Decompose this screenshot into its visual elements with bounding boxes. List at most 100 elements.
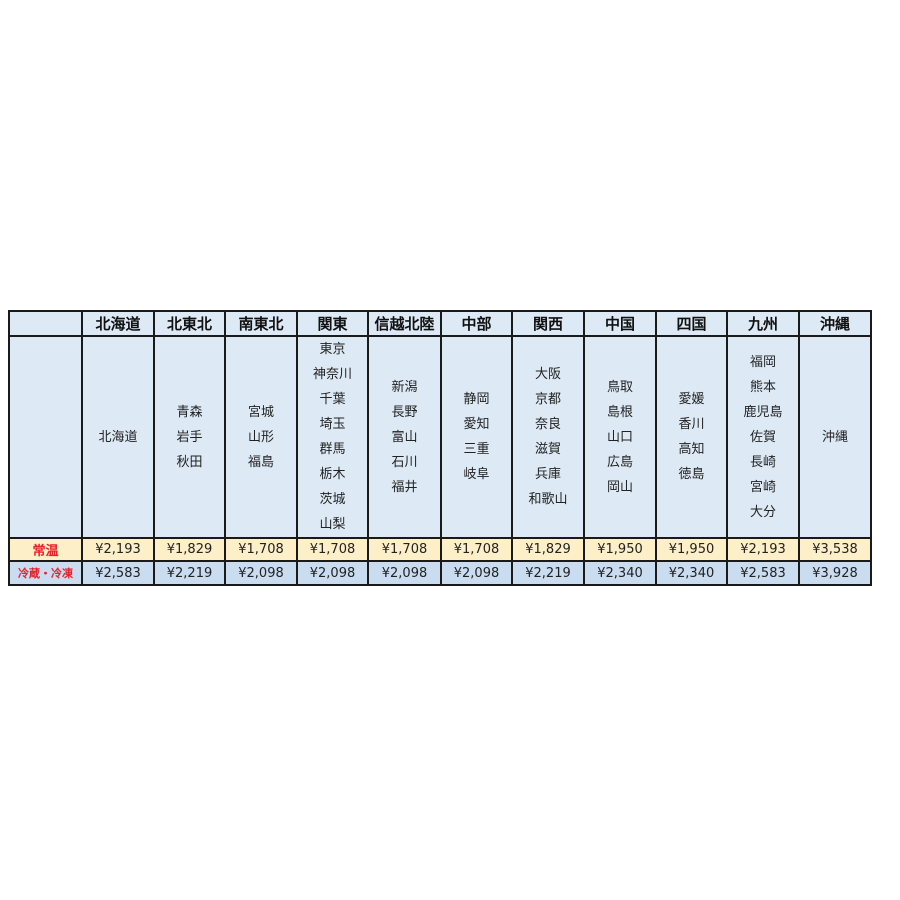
region-header: 四国 (655, 310, 728, 337)
prefecture-name: 福島 (247, 454, 274, 470)
prefecture-name: 岩手 (176, 429, 203, 445)
region-header: 関西 (511, 310, 585, 337)
region-prefectures: 福岡熊本鹿児島佐賀長崎宮崎大分 (726, 335, 800, 539)
prefecture-name: 鹿児島 (743, 404, 783, 420)
region-header: 沖縄 (798, 310, 872, 337)
prefecture-name: 京都 (534, 392, 561, 407)
cold-frozen-price: ¥2,219 (511, 560, 585, 586)
prefecture-name: 高知 (678, 442, 705, 457)
cold-frozen-row: 冷蔵・冷凍 ¥2,583 ¥2,219 ¥2,098 ¥2,098 ¥2,098 ¥2,0… (8, 560, 872, 586)
prefecture-name: 宮崎 (749, 479, 776, 495)
normal-temp-price: ¥1,950 (583, 537, 657, 562)
cold-frozen-price: ¥2,583 (726, 560, 800, 586)
prefecture-name: 大阪 (534, 367, 561, 382)
prefecture-name: 山口 (606, 429, 633, 445)
region-header: 九州 (726, 310, 800, 337)
prefecture-name: 福井 (391, 479, 418, 495)
prefecture-name: 福岡 (749, 354, 776, 370)
prefecture-name: 愛媛 (678, 392, 705, 407)
prefecture-name: 滋賀 (534, 442, 561, 457)
prefecture-name: 広島 (606, 454, 633, 470)
region-header: 中部 (440, 310, 513, 337)
normal-temp-price: ¥1,708 (296, 537, 369, 562)
normal-temp-price: ¥1,708 (224, 537, 298, 562)
normal-temp-price: ¥1,829 (511, 537, 585, 562)
prefecture-name: 青森 (176, 404, 203, 420)
prefecture-name: 千葉 (319, 392, 346, 407)
prefecture-name: 岐阜 (463, 467, 490, 482)
shipping-rate-table: 北海道 北東北 南東北 関東 信越北陸 中部 関西 中国 四国 九州 沖縄 北海道 青森 岩手 秋田 宮城山… (8, 310, 872, 586)
prefecture-name: 静岡 (463, 392, 490, 407)
prefecture-name: 宮城 (247, 404, 274, 420)
prefecture-row-label (8, 335, 83, 539)
prefecture-name: 奈良 (534, 417, 561, 432)
normal-temp-price: ¥1,708 (440, 537, 513, 562)
prefecture-name: 東京 (319, 342, 346, 357)
region-header: 南東北 (224, 310, 298, 337)
prefecture-row: 北海道 青森 岩手 秋田 宮城 山形 福島 東京 神奈川 千葉 埼玉 群馬 栃木 茨城 山梨 新潟 長野 富山 石川… (8, 335, 872, 539)
prefecture-name: 岡山 (606, 479, 633, 495)
region-header: 関東 (296, 310, 369, 337)
cold-frozen-price: ¥2,098 (224, 560, 298, 586)
region-prefectures: 愛媛 香川 高知 徳島 (655, 335, 728, 539)
cold-frozen-price: ¥2,098 (296, 560, 369, 586)
region-prefectures: 新潟長野富山石川福井 (367, 335, 442, 539)
cold-frozen-price: ¥2,340 (655, 560, 728, 586)
prefecture-name: 石川 (391, 454, 418, 470)
prefecture-name: 茨城 (319, 492, 346, 507)
prefecture-name: 愛知 (463, 417, 490, 432)
cold-frozen-price: ¥2,098 (440, 560, 513, 586)
prefecture-name: 群馬 (319, 442, 346, 457)
cold-frozen-price: ¥2,583 (81, 560, 155, 586)
region-header: 信越北陸 (367, 310, 442, 337)
region-prefectures: 東京神奈川千葉埼玉群馬栃木茨城山梨 (296, 335, 369, 539)
normal-temp-price: ¥2,193 (81, 537, 155, 562)
prefecture-name: 島根 (606, 404, 633, 420)
region-prefectures: 北海道 (81, 335, 155, 539)
prefecture-name: 沖縄 (821, 429, 848, 445)
normal-temp-price: ¥1,829 (153, 537, 226, 562)
region-prefectures: 沖縄 (798, 335, 872, 539)
prefecture-name: 山形 (247, 429, 274, 445)
prefecture-name: 熊本 (749, 379, 776, 395)
region-prefectures: 宮城 山形 福島 (224, 335, 298, 539)
prefecture-name: 山梨 (319, 517, 346, 532)
prefecture-name: 長野 (391, 404, 418, 420)
prefecture-name: 和歌山 (528, 492, 568, 507)
prefecture-name: 鳥取 (606, 379, 633, 395)
region-prefectures: 静岡 愛知 三重 岐阜 (440, 335, 513, 539)
prefecture-name: 長崎 (749, 454, 776, 470)
region-prefectures: 鳥取島根山口広島岡山 (583, 335, 657, 539)
prefecture-name: 北海道 (98, 429, 138, 445)
cold-frozen-label: 冷蔵・冷凍 (8, 560, 83, 586)
normal-temp-label: 常温 (8, 537, 83, 562)
cold-frozen-price: ¥3,928 (798, 560, 872, 586)
prefecture-name: 佐賀 (749, 429, 776, 445)
prefecture-name: 埼玉 (319, 417, 346, 432)
region-prefectures: 青森 岩手 秋田 (153, 335, 226, 539)
cold-frozen-price: ¥2,340 (583, 560, 657, 586)
prefecture-name: 新潟 (391, 379, 418, 395)
prefecture-name: 香川 (678, 417, 705, 432)
cold-frozen-price: ¥2,098 (367, 560, 442, 586)
prefecture-name: 秋田 (176, 454, 203, 470)
prefecture-name: 富山 (391, 429, 418, 445)
region-header: 中国 (583, 310, 657, 337)
normal-temp-price: ¥2,193 (726, 537, 800, 562)
normal-temp-price: ¥1,708 (367, 537, 442, 562)
cold-frozen-price: ¥2,219 (153, 560, 226, 586)
normal-temp-row: 常温 ¥2,193 ¥1,829 ¥1,708 ¥1,708 ¥1,708 ¥1,708 ¥… (8, 537, 872, 562)
region-header: 北海道 (81, 310, 155, 337)
prefecture-name: 兵庫 (534, 467, 561, 482)
prefecture-name: 大分 (749, 504, 776, 520)
normal-temp-price: ¥3,538 (798, 537, 872, 562)
header-row: 北海道 北東北 南東北 関東 信越北陸 中部 関西 中国 四国 九州 沖縄 (8, 310, 872, 337)
prefecture-name: 栃木 (319, 467, 346, 482)
region-prefectures: 大阪京都奈良滋賀兵庫和歌山 (511, 335, 585, 539)
normal-temp-price: ¥1,950 (655, 537, 728, 562)
prefecture-name: 三重 (463, 442, 490, 457)
corner-cell (8, 310, 83, 337)
region-header: 北東北 (153, 310, 226, 337)
prefecture-name: 徳島 (678, 467, 705, 482)
prefecture-name: 神奈川 (312, 367, 352, 382)
